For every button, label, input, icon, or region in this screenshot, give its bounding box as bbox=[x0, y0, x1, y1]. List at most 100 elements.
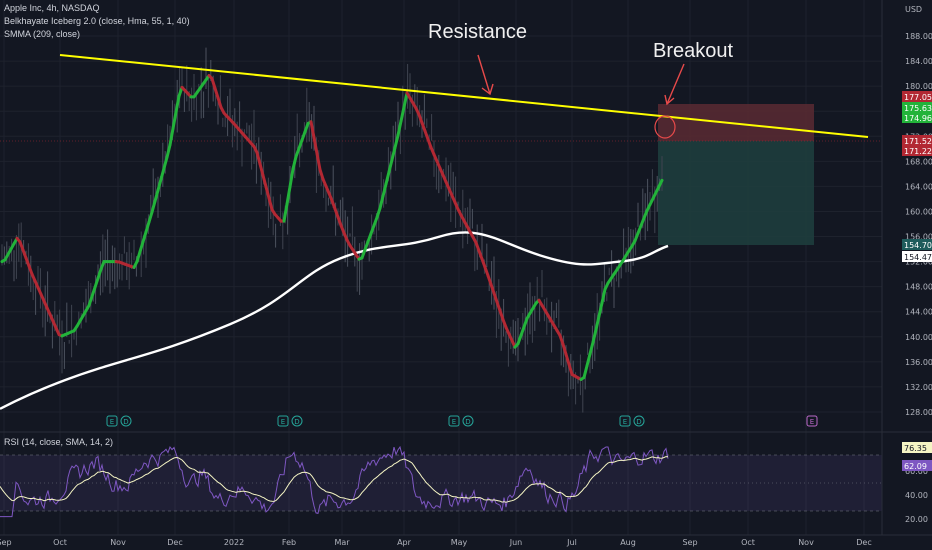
iceberg-segment bbox=[561, 342, 568, 356]
price-tag-label: 171.22 bbox=[904, 147, 932, 156]
iceberg-segment bbox=[387, 158, 394, 174]
earnings-marker[interactable]: E bbox=[277, 415, 289, 427]
symbol-legend[interactable]: Apple Inc, 4h, NASDAQ bbox=[4, 3, 100, 13]
price-tag-bg bbox=[902, 135, 932, 146]
dividend-marker[interactable]: D bbox=[633, 415, 645, 427]
marker-letter: D bbox=[123, 418, 128, 426]
price-tick-label: 164.00 bbox=[905, 182, 932, 191]
price-tick-label: 184.00 bbox=[905, 57, 932, 66]
iceberg-segment bbox=[213, 86, 220, 100]
time-tick-label: 2022 bbox=[224, 538, 244, 547]
iceberg-segment bbox=[486, 274, 493, 286]
iceberg-segment bbox=[582, 364, 589, 380]
price-tag-bg bbox=[902, 251, 932, 262]
dividend-marker[interactable]: D bbox=[291, 415, 303, 427]
iceberg-segment bbox=[135, 250, 142, 264]
iceberg-segment bbox=[594, 314, 601, 332]
iceberg-segment bbox=[255, 151, 262, 166]
breakout-annotation: Breakout bbox=[653, 40, 733, 62]
marker-letter: E bbox=[810, 418, 814, 426]
time-tick-label: Apr bbox=[397, 538, 412, 547]
price-tag-label: 175.63 bbox=[904, 104, 932, 113]
marker-letter: D bbox=[636, 418, 641, 426]
time-tick-label: Nov bbox=[798, 538, 814, 547]
iceberg-legend[interactable]: Belkhayate Iceberg 2.0 (close, Hma, 55, … bbox=[4, 16, 190, 26]
price-tag-bg bbox=[902, 145, 932, 156]
time-tick-label: Nov bbox=[110, 538, 126, 547]
marker-circle bbox=[633, 415, 645, 427]
iceberg-segment bbox=[396, 119, 403, 137]
dividend-marker[interactable]: D bbox=[462, 415, 474, 427]
rsi-legend[interactable]: RSI (14, close, SMA, 14, 2) bbox=[4, 437, 114, 447]
price-tick-label: 156.00 bbox=[905, 233, 932, 242]
price-tick-label: 160.00 bbox=[905, 207, 932, 216]
iceberg-segment bbox=[150, 199, 157, 214]
price-tag-label: 177.05 bbox=[904, 93, 932, 102]
marker-box bbox=[806, 415, 818, 427]
breakout-circle bbox=[654, 115, 676, 139]
time-tick-label: Oct bbox=[53, 538, 67, 547]
time-tick-label: May bbox=[451, 538, 468, 547]
iceberg-segment bbox=[264, 185, 271, 200]
price-tag: 175.63 bbox=[902, 102, 932, 113]
rsi-tick-label: 60.00 bbox=[905, 467, 928, 476]
iceberg-segment bbox=[318, 168, 325, 181]
time-tick-label: Jun bbox=[509, 538, 523, 547]
price-tag: 171.22 bbox=[902, 145, 932, 156]
iceberg-segment bbox=[498, 309, 505, 322]
time-tick-label: Oct bbox=[741, 538, 755, 547]
earnings-marker[interactable]: E bbox=[619, 415, 631, 427]
price-tag-bg bbox=[902, 112, 932, 123]
price-tag: 62.09 bbox=[902, 460, 932, 471]
price-tag-bg bbox=[902, 239, 932, 250]
take-profit-zone bbox=[658, 141, 814, 245]
iceberg-segment bbox=[288, 167, 295, 189]
price-tag: 174.96 bbox=[902, 112, 932, 123]
time-tick-label: Dec bbox=[167, 538, 182, 547]
iceberg-segment bbox=[138, 240, 145, 254]
price-tag: 171.52 bbox=[902, 135, 932, 146]
iceberg-segment bbox=[291, 155, 298, 171]
iceberg-segment bbox=[657, 178, 664, 188]
time-tick-label: Jul bbox=[566, 538, 577, 547]
smma-legend[interactable]: SMMA (209, close) bbox=[4, 29, 81, 39]
price-tag-bg bbox=[902, 460, 932, 471]
iceberg-segment bbox=[381, 182, 388, 198]
marker-letter: E bbox=[623, 418, 627, 426]
earnings-marker[interactable]: E bbox=[806, 415, 818, 427]
iceberg-segment bbox=[390, 146, 397, 162]
iceberg-segment bbox=[96, 267, 103, 280]
price-tag-bg bbox=[902, 102, 932, 113]
price-tag: 154.47 bbox=[902, 251, 932, 262]
iceberg-segment bbox=[384, 170, 391, 186]
earnings-marker[interactable]: E bbox=[106, 415, 118, 427]
marker-letter: D bbox=[465, 418, 470, 426]
grid bbox=[0, 0, 882, 535]
iceberg-segment bbox=[399, 105, 406, 123]
marker-circle bbox=[291, 415, 303, 427]
time-axis[interactable]: Sep Oct Nov Dec 2022 Feb Mar Apr May Jun Jul Aug Sep… bbox=[0, 538, 872, 547]
iceberg-segment bbox=[216, 96, 223, 109]
marker-box bbox=[277, 415, 289, 427]
price-tag-label: 62.09 bbox=[904, 462, 927, 471]
iceberg-segment bbox=[174, 94, 181, 114]
currency-label: USD bbox=[905, 5, 922, 14]
iceberg-segment bbox=[564, 352, 571, 366]
resistance-line bbox=[59, 54, 869, 138]
price-tick-label: 132.00 bbox=[905, 383, 932, 392]
time-tick-label: Mar bbox=[334, 538, 350, 547]
price-tick-label: 128.00 bbox=[905, 408, 932, 417]
iceberg-segment bbox=[309, 120, 316, 140]
iceberg-segment bbox=[285, 185, 292, 206]
resistance-arrow bbox=[477, 54, 494, 96]
price-tag-bg bbox=[902, 91, 932, 102]
dividend-marker[interactable]: D bbox=[120, 415, 132, 427]
iceberg-segment bbox=[312, 136, 319, 156]
earnings-marker[interactable]: E bbox=[448, 415, 460, 427]
iceberg-segment bbox=[315, 152, 322, 172]
price-tag-label: 171.52 bbox=[904, 137, 932, 146]
iceberg-segment bbox=[588, 340, 595, 356]
iceberg-segment bbox=[393, 133, 400, 150]
price-tag-label: 76.35 bbox=[904, 444, 927, 453]
